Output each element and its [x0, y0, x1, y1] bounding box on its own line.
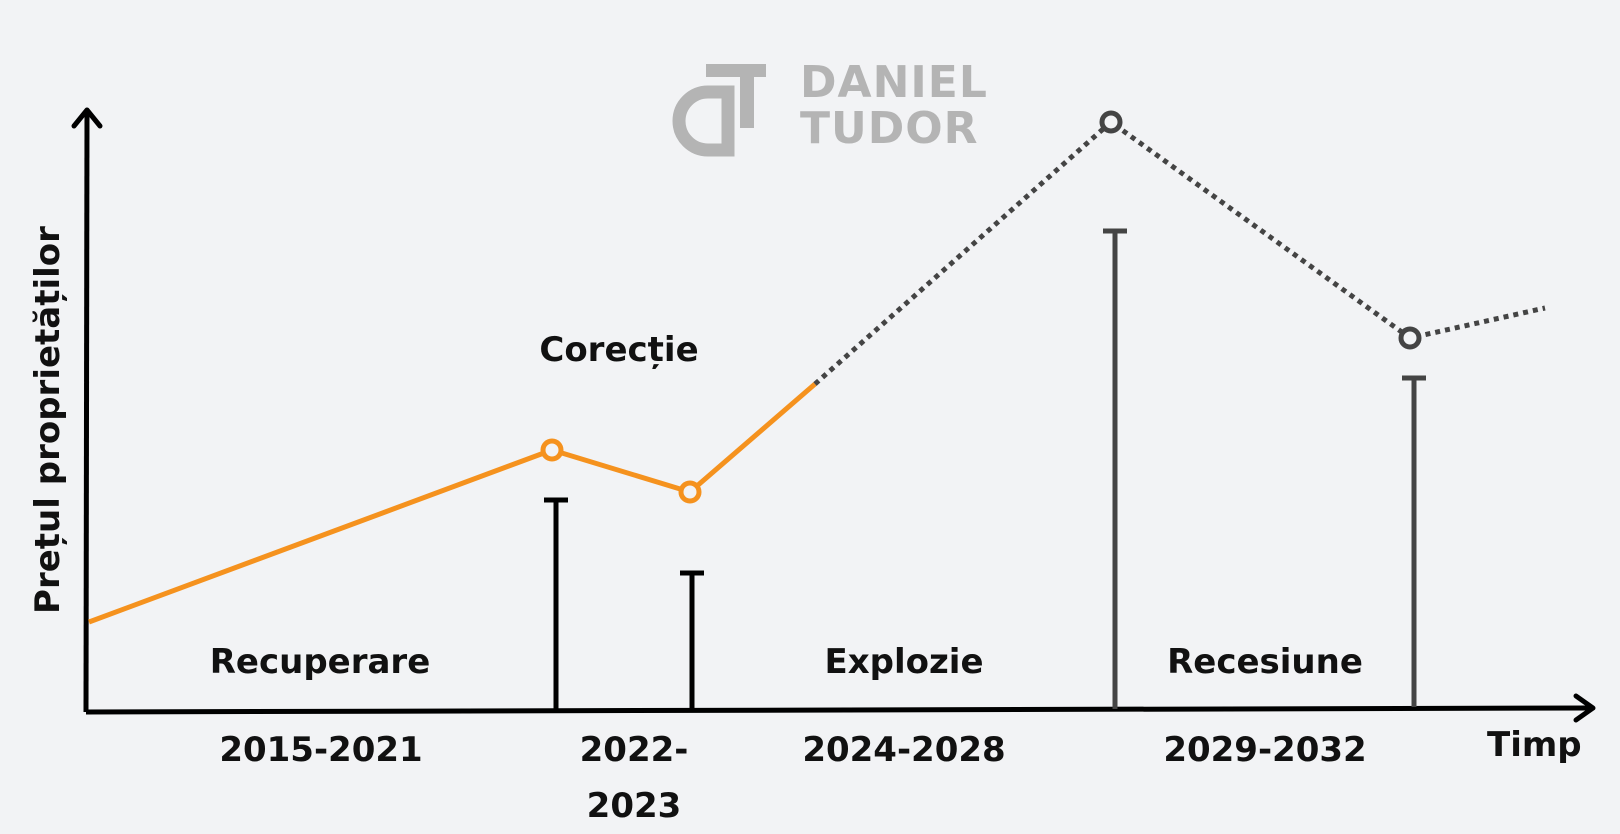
- marker-2022: [544, 497, 568, 710]
- point-2032-trough: [1398, 326, 1422, 350]
- projected-price-line: [813, 118, 1546, 386]
- point-2028-peak: [1099, 110, 1123, 134]
- logo-line-1: DANIEL: [800, 57, 988, 108]
- period-2029-2032: 2029-2032: [1163, 730, 1367, 770]
- actual-price-line: [88, 382, 817, 625]
- marker-2032: [1402, 375, 1426, 707]
- phase-corectie: Corecție: [539, 330, 699, 370]
- period-2015-2021: 2015-2021: [219, 730, 423, 770]
- phase-explozie: Explozie: [824, 642, 984, 682]
- y-axis-label: Prețul proprietăților: [28, 226, 68, 614]
- period-2024-2028: 2024-2028: [802, 730, 1006, 770]
- period-2022-line: 2022-: [579, 730, 689, 770]
- y-axis: [71, 107, 103, 713]
- logo-line-2: TUDOR: [800, 103, 979, 154]
- x-axis-label: Timp: [1487, 725, 1582, 765]
- period-2022-2023: 2022- 2023: [580, 722, 689, 834]
- phase-recuperare: Recuperare: [209, 642, 431, 682]
- marker-2028: [1103, 228, 1127, 709]
- period-2023-line: 2023: [586, 786, 682, 826]
- point-2023: [678, 480, 702, 504]
- marker-2023: [680, 570, 704, 710]
- phase-recesiune: Recesiune: [1167, 642, 1363, 682]
- point-2021: [540, 438, 564, 462]
- logo-mark-icon: [672, 64, 766, 157]
- x-axis: [85, 693, 1596, 723]
